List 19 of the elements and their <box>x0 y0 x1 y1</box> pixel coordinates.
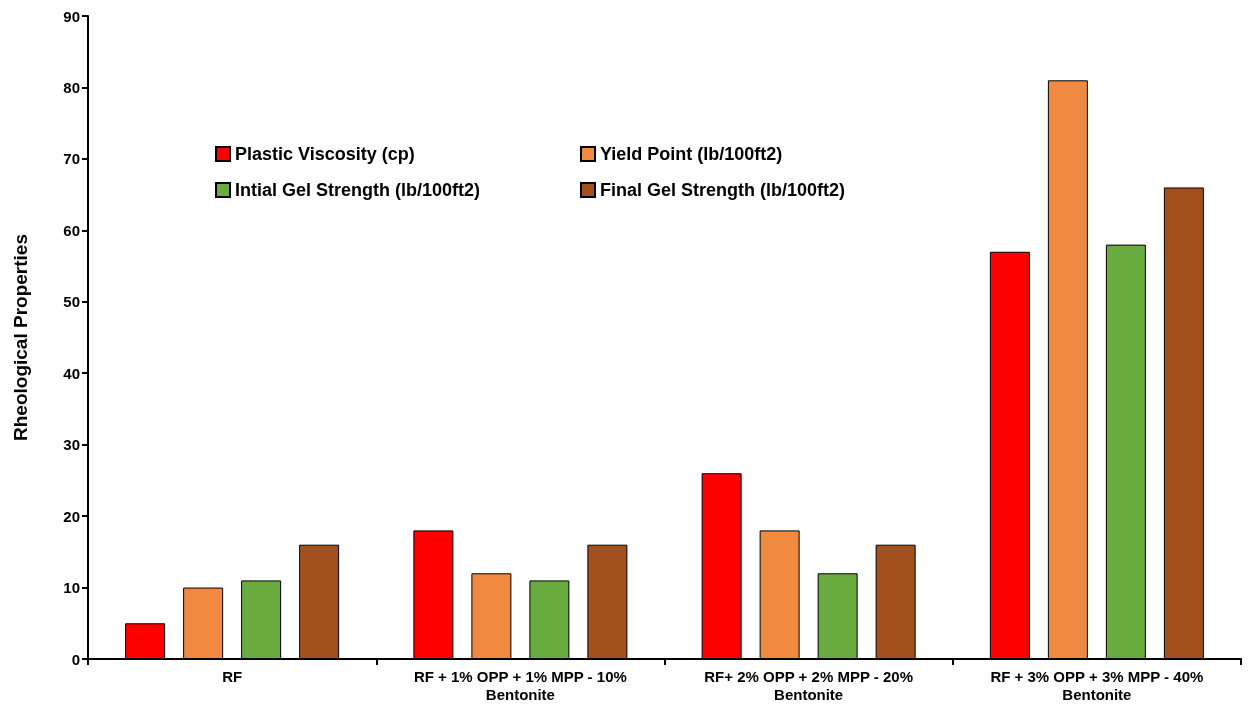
legend-label: Intial Gel Strength (lb/100ft2) <box>235 180 481 200</box>
legend-label: Yield Point (lb/100ft2) <box>600 144 783 164</box>
y-tick-label: 90 <box>63 7 80 25</box>
x-tick-label: RF + 1% OPP + 1% MPP - 10% Bentonite <box>413 667 627 703</box>
y-tick-label: 50 <box>63 293 80 311</box>
y-tick-label: 70 <box>63 150 80 168</box>
y-tick-label: 10 <box>63 579 80 597</box>
y-tick-label: 30 <box>63 436 80 454</box>
x-tick-label: RF <box>222 667 243 685</box>
y-tick-label: 80 <box>63 78 80 96</box>
legend-label: Plastic Viscosity (cp) <box>235 144 415 164</box>
y-axis-title: Rheological Properties <box>10 234 31 441</box>
legend-label: Final Gel Strength (lb/100ft2) <box>600 180 846 200</box>
y-tick-label: 40 <box>63 364 80 382</box>
y-tick-label: 60 <box>63 221 80 239</box>
y-tick-label: 0 <box>71 650 80 668</box>
x-tick-label: RF + 3% OPP + 3% MPP - 40% Bentonite <box>990 667 1204 703</box>
x-tick-label: RF+ 2% OPP + 2% MPP - 20% Bentonite <box>704 667 913 703</box>
y-tick-label: 20 <box>63 507 80 525</box>
